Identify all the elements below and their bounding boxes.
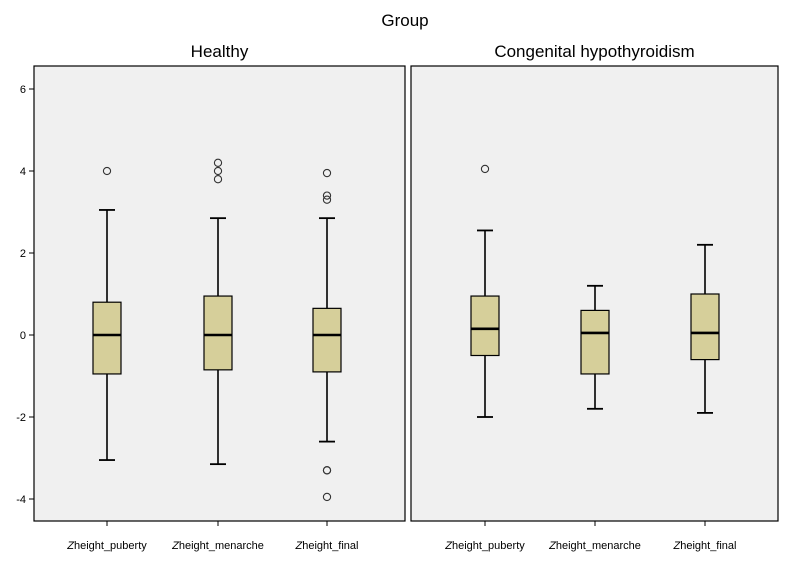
outlier-point xyxy=(102,166,112,176)
y-tick-label: 6 xyxy=(20,84,26,96)
x-tick-label: Zheight_final xyxy=(294,540,358,552)
outlier-point xyxy=(322,466,332,475)
iqr-box xyxy=(580,309,610,375)
z-prefix: Z xyxy=(444,540,453,552)
box-height-final: Zheight_final xyxy=(672,243,737,552)
category-label: height_menarche xyxy=(179,540,264,552)
outlier-point xyxy=(480,164,490,174)
iqr-box xyxy=(690,293,720,361)
box-height-puberty: Zheight_puberty xyxy=(444,164,525,552)
x-tick-label: Zheight_puberty xyxy=(66,540,147,552)
outlier-point xyxy=(213,158,223,167)
category-label: height_final xyxy=(680,540,736,552)
panel-title: Congenital hypothyroidism xyxy=(494,42,694,61)
iqr-box xyxy=(312,307,342,373)
box-height-menarche: Zheight_menarche xyxy=(548,284,641,552)
outlier-point xyxy=(322,195,332,204)
z-prefix: Z xyxy=(171,540,180,552)
chart-title: Group xyxy=(381,11,428,30)
z-prefix: Z xyxy=(548,540,557,552)
panel-congenital-hypothyroidism: Congenital hypothyroidism Zheight_puberty… xyxy=(410,42,779,552)
iqr-box xyxy=(470,295,500,357)
y-tick-label: -4 xyxy=(16,494,26,506)
outlier-point xyxy=(322,191,332,200)
y-tick-label: 4 xyxy=(20,166,26,178)
outlier-point xyxy=(213,166,223,176)
iqr-box xyxy=(92,301,122,375)
outlier-point xyxy=(322,492,332,502)
y-tick-label: 0 xyxy=(20,330,26,342)
box-height-menarche: Zheight_menarche xyxy=(171,158,264,552)
category-label: height_puberty xyxy=(74,540,147,552)
z-prefix: Z xyxy=(672,540,681,552)
iqr-box xyxy=(203,295,233,371)
x-tick-label: Zheight_puberty xyxy=(444,540,525,552)
z-prefix: Z xyxy=(66,540,75,552)
y-tick-label: -2 xyxy=(16,412,26,424)
panel-title: Healthy xyxy=(191,42,249,61)
box-height-final: Zheight_final xyxy=(294,168,359,552)
x-tick-label: Zheight_menarche xyxy=(548,540,641,552)
box-height-puberty: Zheight_puberty xyxy=(66,166,147,552)
category-label: height_menarche xyxy=(556,540,641,552)
category-label: height_final xyxy=(302,540,358,552)
panel-frame xyxy=(33,65,406,522)
x-tick-label: Zheight_final xyxy=(672,540,736,552)
category-label: height_puberty xyxy=(452,540,525,552)
outlier-point xyxy=(322,168,332,178)
y-tick-label: 2 xyxy=(20,248,26,260)
x-tick-label: Zheight_menarche xyxy=(171,540,264,552)
outlier-point xyxy=(213,175,223,184)
z-prefix: Z xyxy=(294,540,303,552)
